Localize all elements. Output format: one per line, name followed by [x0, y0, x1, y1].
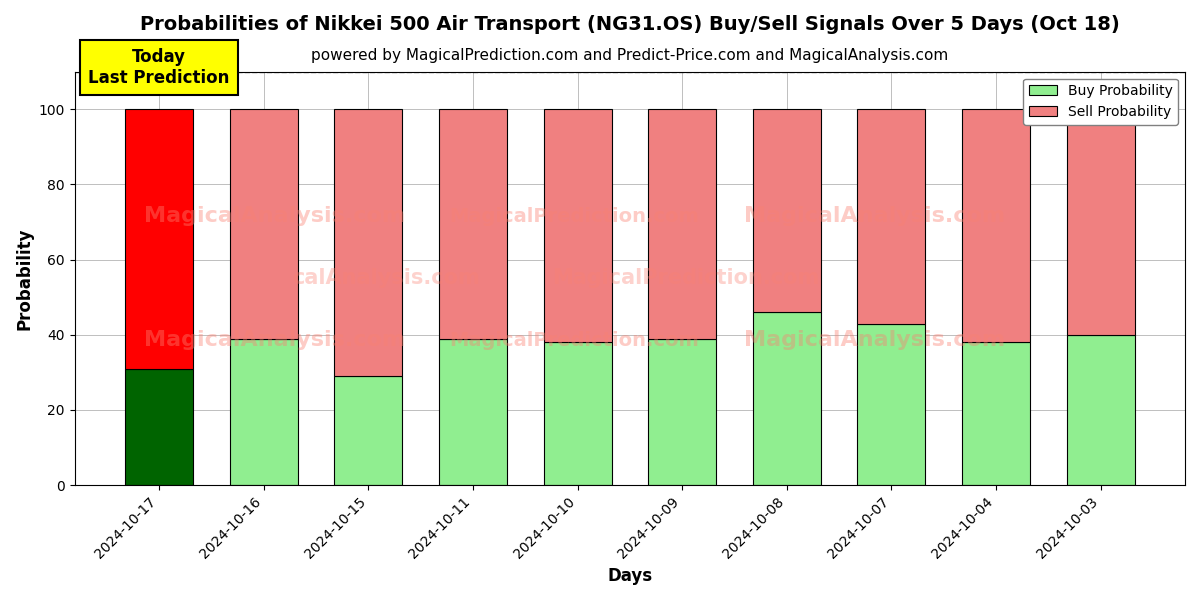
Bar — [752, 312, 821, 485]
Text: calAnalysis.com: calAnalysis.com — [292, 268, 480, 289]
Title: Probabilities of Nikkei 500 Air Transport (NG31.OS) Buy/Sell Signals Over 5 Days: Probabilities of Nikkei 500 Air Transpor… — [140, 15, 1120, 34]
Bar — [439, 109, 506, 338]
Text: MagicalAnalysis.com: MagicalAnalysis.com — [744, 206, 1004, 226]
Bar — [648, 338, 716, 485]
Bar — [439, 338, 506, 485]
Text: powered by MagicalPrediction.com and Predict-Price.com and MagicalAnalysis.com: powered by MagicalPrediction.com and Pre… — [311, 49, 948, 64]
Text: MagicalPrediction.com: MagicalPrediction.com — [450, 207, 700, 226]
Bar — [544, 343, 612, 485]
Bar — [335, 376, 402, 485]
Text: MagicalAnalysis.com: MagicalAnalysis.com — [144, 331, 406, 350]
Bar — [125, 368, 193, 485]
Legend: Buy Probability, Sell Probability: Buy Probability, Sell Probability — [1024, 79, 1178, 125]
Bar — [1067, 335, 1134, 485]
Bar — [544, 109, 612, 343]
Bar — [857, 109, 925, 323]
Text: MagicalPrediction.com: MagicalPrediction.com — [552, 268, 818, 289]
Bar — [962, 343, 1030, 485]
Bar — [1067, 109, 1134, 335]
Bar — [648, 109, 716, 338]
Bar — [229, 109, 298, 338]
Bar — [752, 109, 821, 312]
X-axis label: Days: Days — [607, 567, 653, 585]
Text: MagicalAnalysis.com: MagicalAnalysis.com — [144, 206, 406, 226]
Bar — [125, 109, 193, 368]
Bar — [962, 109, 1030, 343]
Bar — [335, 109, 402, 376]
Text: Today
Last Prediction: Today Last Prediction — [89, 48, 230, 87]
Bar — [857, 323, 925, 485]
Bar — [229, 338, 298, 485]
Text: MagicalAnalysis.com: MagicalAnalysis.com — [744, 331, 1004, 350]
Text: MagicalPrediction.com: MagicalPrediction.com — [450, 331, 700, 350]
Y-axis label: Probability: Probability — [16, 227, 34, 329]
